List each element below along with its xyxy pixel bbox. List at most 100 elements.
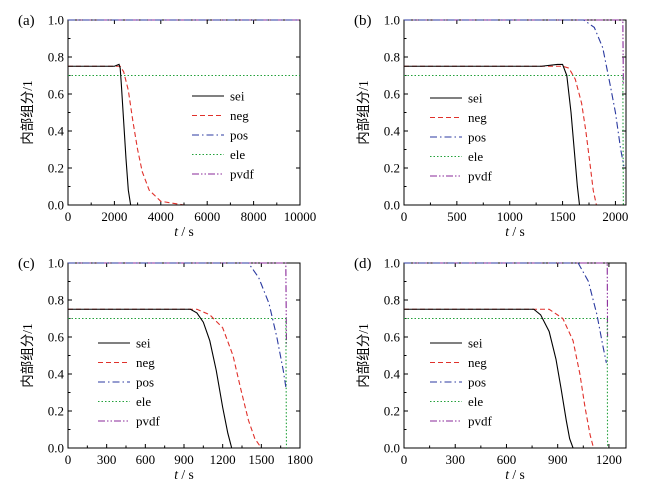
y-tick-label: 0.6 [384,87,401,102]
x-axis-title-unit: / s [509,224,525,239]
plot-frame [403,262,627,449]
series-line-pos [68,262,287,388]
x-axis-title-var: t [174,224,179,239]
legend-label-pos: pos [468,375,486,390]
plot-frame [403,19,627,206]
panel-label: (c) [18,256,35,272]
series-line-neg [68,65,300,206]
series-line-ele [68,317,288,449]
y-tick-label: 0.4 [384,124,401,139]
legend-label-neg: neg [230,108,249,123]
y-tick-label: 1.0 [48,256,64,271]
series-line-pos [404,19,625,167]
y-tick-label: 0.0 [48,198,64,213]
legend-label-pvdf: pvdf [136,414,161,429]
y-tick-label: 0.0 [384,198,400,213]
series-group [68,262,288,449]
x-axis-title-var: t [505,224,510,239]
legend-label-ele: ele [230,147,245,162]
legend: sei neg pos ele pvdf [192,89,255,182]
legend-label-ele: ele [468,394,483,409]
y-tick-label: 0.4 [384,367,401,382]
y-tick-label: 0.8 [384,293,400,308]
x-axis-title-unit: / s [178,467,194,482]
x-tick-label: 600 [136,452,156,467]
x-tick-label: 600 [497,452,517,467]
y-tick-label: 0.4 [48,124,65,139]
legend-label-pos: pos [136,375,154,390]
x-tick-label: 4000 [148,209,174,224]
chart-panel-2: 0 500 1000 1500 2000 0.0 0.2 0.4 0.6 0.8 1.0 (b) 内部组… [354,13,628,240]
legend: sei neg pos ele pvdf [430,336,493,429]
plot-frame [67,262,301,449]
series-line-neg [404,308,606,449]
x-axis-title: t / s [174,467,194,482]
y-tick-label: 0.2 [48,404,64,419]
legend: sei neg pos ele pvdf [430,91,493,184]
y-tick-label: 0.2 [384,404,400,419]
legend-label-sei: sei [468,91,483,106]
x-axis-title-var: t [505,467,510,482]
x-axis-title: t / s [505,467,525,482]
x-tick-label: 6000 [194,209,220,224]
y-axis-title: 内部组分/1 [356,323,371,388]
x-tick-label: 300 [97,452,117,467]
series-line-sei [404,308,606,449]
series-group [404,262,609,449]
series-line-pvdf [68,262,288,347]
series-line-ele [404,74,624,206]
legend-label-pos: pos [230,128,248,143]
panel-label: (a) [18,13,35,29]
x-tick-label: 1500 [550,209,576,224]
x-axis-title-var: t [174,467,179,482]
legend-label-neg: neg [136,355,155,370]
plot-frame [67,19,301,206]
panel-label: (d) [354,256,372,272]
x-tick-label: 1200 [596,452,622,467]
legend-label-neg: neg [468,110,487,125]
y-tick-label: 0.6 [384,330,401,345]
x-tick-label: 8000 [241,209,267,224]
x-tick-label: 0 [65,452,72,467]
y-tick-label: 1.0 [384,13,400,28]
legend-label-pvdf: pvdf [468,414,493,429]
x-axis-title-unit: / s [178,224,194,239]
legend: sei neg pos ele pvdf [98,336,161,429]
x-tick-label: 0 [65,209,72,224]
y-tick-label: 0.6 [48,87,65,102]
y-axis-title: 内部组分/1 [20,323,35,388]
legend-label-pvdf: pvdf [230,167,255,182]
x-tick-label: 1000 [497,209,523,224]
series-line-sei [404,63,624,206]
x-tick-label: 900 [174,452,194,467]
series-group [404,19,625,206]
y-tick-label: 0.2 [384,161,400,176]
x-axis-title: t / s [174,224,194,239]
x-axis-title-unit: / s [509,467,525,482]
chart-panel-3: 0 300 600 900 1200 1500 1800 0.0 0.2 0.4 0.6 0.8 1.0… [18,256,313,483]
legend-label-neg: neg [468,355,487,370]
series-line-pvdf [404,262,609,338]
x-tick-label: 300 [445,452,465,467]
x-tick-label: 0 [401,209,408,224]
y-tick-label: 1.0 [384,256,400,271]
series-line-neg [68,308,285,449]
y-tick-label: 0.0 [384,441,400,456]
legend-label-sei: sei [136,336,151,351]
y-tick-label: 0.0 [48,441,64,456]
legend-label-pvdf: pvdf [468,169,493,184]
series-line-pos [404,262,607,364]
x-tick-label: 0 [401,452,408,467]
y-tick-label: 0.8 [48,50,64,65]
y-tick-label: 0.2 [48,161,64,176]
x-tick-label: 2000 [101,209,127,224]
series-group [68,19,300,206]
x-tick-label: 500 [447,209,467,224]
series-line-sei [68,308,285,449]
legend-label-sei: sei [468,336,483,351]
x-tick-label: 1800 [287,452,313,467]
series-line-sei [68,63,300,206]
x-tick-label: 10000 [284,209,317,224]
x-tick-label: 900 [548,452,568,467]
